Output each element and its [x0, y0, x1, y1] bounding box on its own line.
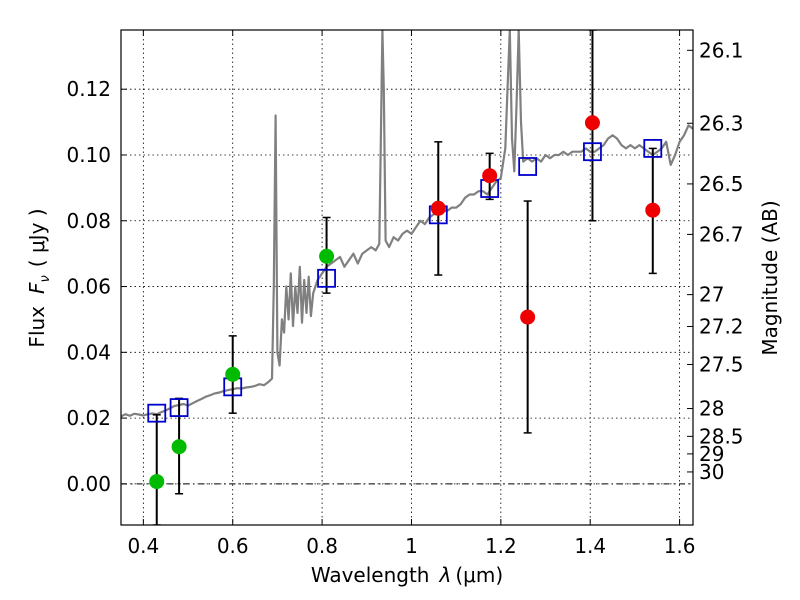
optical-point	[225, 366, 241, 382]
magnitude-tick-label: 28	[699, 397, 724, 421]
nir-point	[482, 168, 498, 184]
y-tick-label: 0.02	[66, 406, 111, 430]
x-tick-label: 1	[405, 534, 418, 558]
magnitude-tick-label: 27.5	[699, 352, 744, 376]
model-box	[317, 268, 336, 288]
x-tick-label: 0.6	[217, 534, 249, 558]
grid-lines	[121, 30, 693, 525]
y-axis-ticks: 0.00 0.02 0.04 0.06 0.08 0.10 0.12	[66, 77, 127, 496]
x-tick-label: 1.4	[574, 534, 606, 558]
optical-point	[171, 439, 187, 455]
y-tick-label: 0.06	[66, 275, 111, 299]
magnitude-tick-label: 27	[699, 283, 724, 307]
x-axis-label: Wavelength λ (μm)	[311, 563, 503, 587]
y-tick-label: 0.12	[66, 77, 111, 101]
magnitude-tick-label: 28.5	[699, 424, 744, 448]
magnitude-tick-label: 29	[699, 442, 724, 466]
model-box	[518, 157, 538, 176]
optical-point	[149, 474, 165, 490]
x-tick-label: 0.8	[306, 534, 338, 558]
x-tick-label: 1.2	[485, 534, 517, 558]
model-box	[147, 403, 167, 423]
plot-data	[121, 30, 693, 525]
error-bars	[152, 30, 657, 525]
nir-point	[430, 200, 446, 216]
magnitude-tick-label: 27.2	[699, 314, 744, 338]
model-box	[583, 142, 602, 162]
nir-point	[520, 309, 536, 325]
model-box	[169, 398, 189, 417]
model-photometry-boxes	[147, 139, 663, 423]
x-axis-ticks: 0.4 0.6 0.8 1 1.2 1.4 1.6	[127, 30, 696, 558]
optical-point	[319, 248, 335, 264]
y-tick-label: 0.08	[66, 209, 111, 233]
observed-photometry-points	[149, 115, 661, 490]
magnitude-axis-label: Magnitude (AB)	[758, 200, 782, 355]
y-tick-label: 0.00	[66, 472, 111, 496]
nir-point	[645, 202, 661, 218]
y-tick-label: 0.10	[66, 143, 111, 167]
y-axis-label: FluxFν( μJy )	[25, 208, 53, 347]
plot-frame	[120, 29, 694, 526]
template-spectrum-line	[121, 30, 693, 418]
magnitude-tick-label: 26.7	[699, 222, 744, 246]
magnitude-tick-label: 26.5	[699, 172, 744, 196]
x-tick-label: 0.4	[127, 534, 159, 558]
magnitude-tick-label: 30	[699, 460, 724, 484]
magnitude-tick-label: 26.3	[699, 111, 744, 135]
model-box	[643, 139, 663, 158]
nir-point	[584, 115, 600, 131]
y-tick-label: 0.04	[66, 340, 111, 364]
x-tick-label: 1.6	[664, 534, 696, 558]
magnitude-tick-label: 26.1	[699, 38, 744, 62]
